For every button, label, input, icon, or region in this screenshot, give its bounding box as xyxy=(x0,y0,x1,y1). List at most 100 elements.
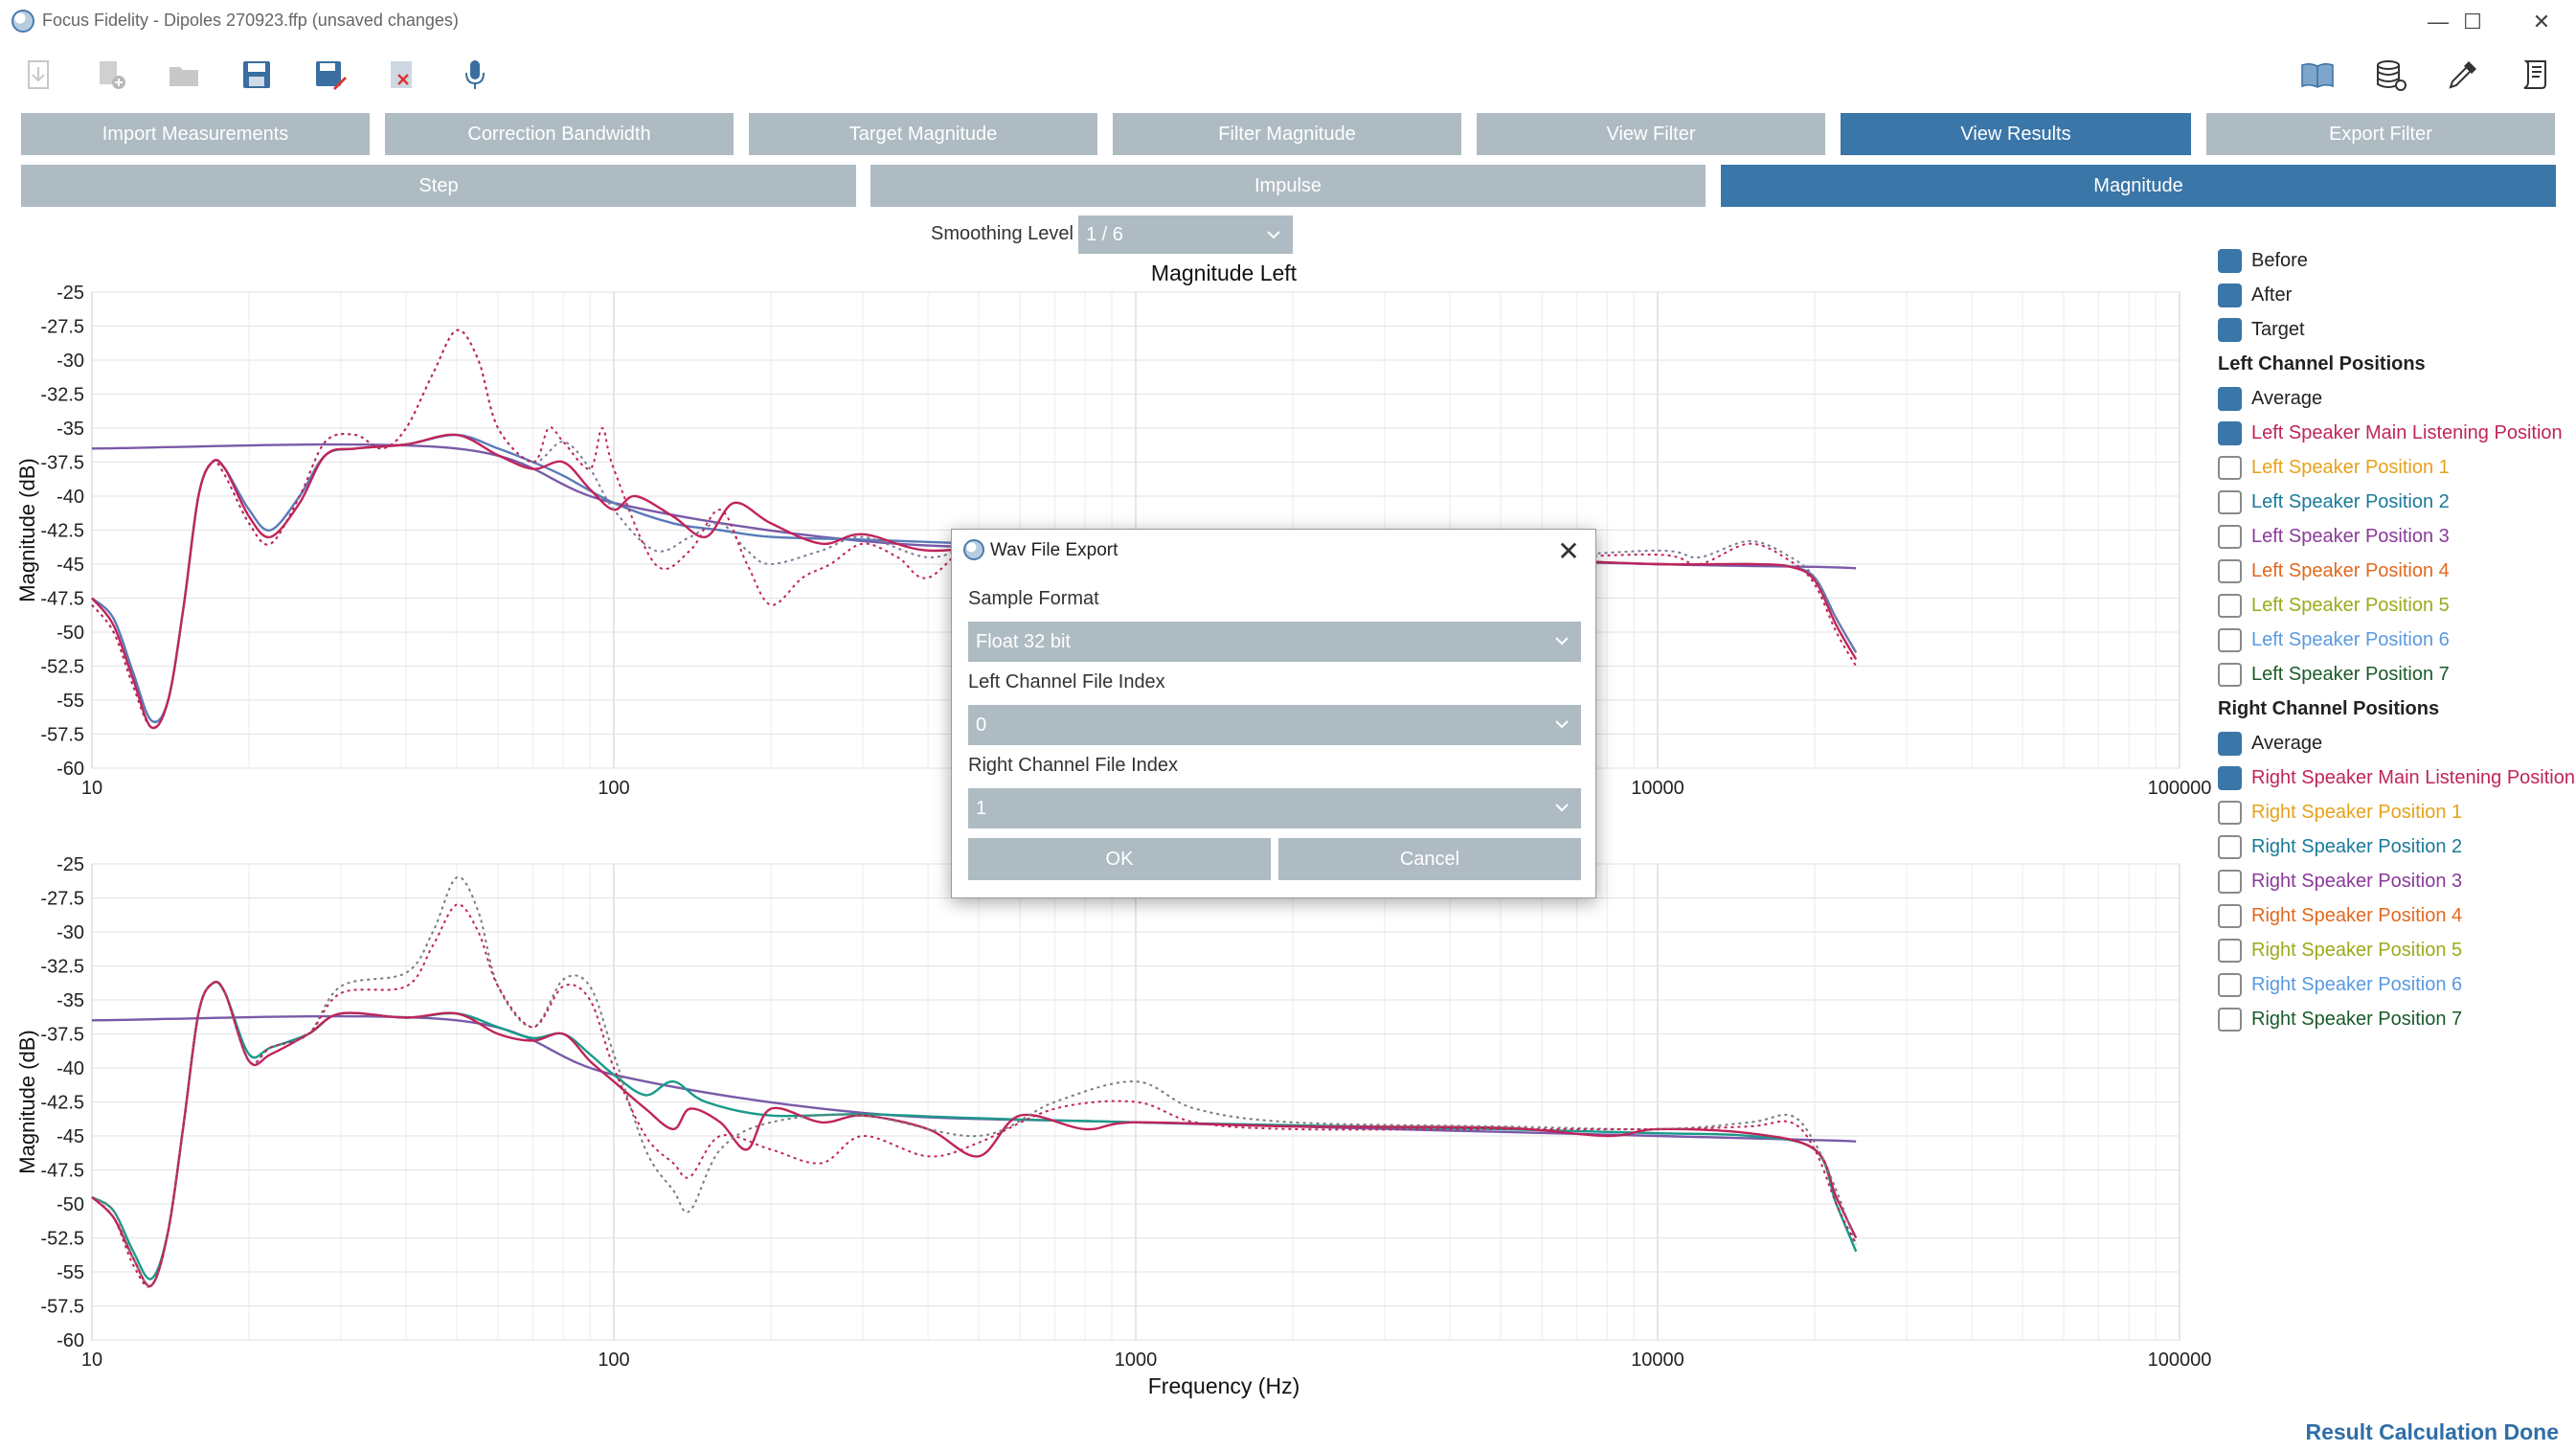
legend-item-right-6[interactable]: Right Speaker Position 5 xyxy=(2218,933,2462,967)
legend-checkbox[interactable] xyxy=(2218,731,2242,756)
maximize-button[interactable]: ☐ xyxy=(2463,10,2482,34)
legend-item-left-2[interactable]: Left Speaker Position 1 xyxy=(2218,450,2450,485)
microphone-icon[interactable] xyxy=(450,52,500,98)
close-button[interactable]: ✕ xyxy=(2532,10,2551,34)
sample-format-select[interactable]: Float 32 bit xyxy=(968,622,1581,662)
minimize-button[interactable]: — xyxy=(2428,10,2449,34)
left-index-select[interactable]: 0 xyxy=(968,705,1581,745)
legend-item-right-3[interactable]: Right Speaker Position 2 xyxy=(2218,829,2462,864)
legend-item-right-0[interactable]: Average xyxy=(2218,726,2322,760)
chart-title: Magnitude Left xyxy=(1151,261,1298,285)
add-document-icon[interactable] xyxy=(86,52,136,98)
legend-item-left-0[interactable]: Average xyxy=(2218,381,2322,416)
legend-item-right-2[interactable]: Right Speaker Position 1 xyxy=(2218,795,2462,829)
save-as-icon[interactable] xyxy=(305,52,354,98)
y-tick-label: -30 xyxy=(56,351,84,372)
legend-checkbox[interactable] xyxy=(2218,248,2242,273)
legend-label: Right Speaker Position 3 xyxy=(2251,870,2463,892)
y-tick-label: -45 xyxy=(56,1126,84,1147)
close-project-icon[interactable] xyxy=(377,52,427,98)
subtab-impulse[interactable]: Impulse xyxy=(870,165,1706,207)
legend-checkbox[interactable] xyxy=(2218,489,2242,514)
legend-item-left-4[interactable]: Left Speaker Position 3 xyxy=(2218,519,2450,554)
x-tick-label: 10 xyxy=(81,1350,102,1371)
tab-import-measurements[interactable]: Import Measurements xyxy=(21,113,370,155)
subtab-step[interactable]: Step xyxy=(21,165,856,207)
tab-view-filter[interactable]: View Filter xyxy=(1477,113,1825,155)
legend-label: Left Speaker Position 4 xyxy=(2251,559,2450,581)
legend-checkbox[interactable] xyxy=(2218,455,2242,480)
legend-checkbox[interactable] xyxy=(2218,765,2242,790)
legend-heading-right: Right Channel Positions xyxy=(2218,697,2440,719)
wav-export-dialog: Wav File Export ✕ Sample Format Float 32… xyxy=(951,529,1596,898)
y-tick-label: -60 xyxy=(56,759,84,780)
legend-item-left-8[interactable]: Left Speaker Position 7 xyxy=(2218,657,2450,692)
legend-checkbox[interactable] xyxy=(2218,317,2242,342)
legend-item-right-1[interactable]: Right Speaker Main Listening Position xyxy=(2218,760,2575,795)
book-icon[interactable] xyxy=(2293,52,2342,98)
legend-item-general-2[interactable]: Target xyxy=(2218,312,2305,347)
y-tick-label: -37.5 xyxy=(40,1025,84,1046)
legend-checkbox[interactable] xyxy=(2218,972,2242,997)
legend-item-left-5[interactable]: Left Speaker Position 4 xyxy=(2218,554,2450,588)
right-index-select[interactable]: 1 xyxy=(968,788,1581,828)
tab-filter-magnitude[interactable]: Filter Magnitude xyxy=(1113,113,1461,155)
legend-checkbox[interactable] xyxy=(2218,903,2242,928)
tab-correction-bandwidth[interactable]: Correction Bandwidth xyxy=(385,113,734,155)
legend-item-right-7[interactable]: Right Speaker Position 6 xyxy=(2218,967,2462,1002)
legend-checkbox[interactable] xyxy=(2218,1007,2242,1032)
legend-label: Average xyxy=(2251,387,2323,409)
script-icon[interactable] xyxy=(2511,52,2561,98)
legend-label: After xyxy=(2251,284,2293,306)
legend-checkbox[interactable] xyxy=(2218,834,2242,859)
legend-label: Average xyxy=(2251,732,2323,754)
download-icon[interactable] xyxy=(13,52,63,98)
pipette-icon[interactable] xyxy=(2438,52,2488,98)
legend-checkbox[interactable] xyxy=(2218,386,2242,411)
legend-item-left-3[interactable]: Left Speaker Position 2 xyxy=(2218,485,2450,519)
legend-checkbox[interactable] xyxy=(2218,662,2242,687)
y-tick-label: -50 xyxy=(56,1194,84,1215)
legend-checkbox[interactable] xyxy=(2218,627,2242,652)
legend-checkbox[interactable] xyxy=(2218,558,2242,583)
left-index-label: Left Channel File Index xyxy=(968,671,1165,692)
x-tick-label: 1000 xyxy=(1115,1350,1158,1371)
legend-checkbox[interactable] xyxy=(2218,800,2242,825)
tab-export-filter[interactable]: Export Filter xyxy=(2206,113,2555,155)
cancel-button[interactable]: Cancel xyxy=(1278,838,1581,880)
left-index-value: 0 xyxy=(976,714,987,736)
legend-checkbox[interactable] xyxy=(2218,938,2242,963)
x-tick-label: 100000 xyxy=(2148,778,2212,799)
subtab-magnitude[interactable]: Magnitude xyxy=(1721,165,2556,207)
y-tick-label: -32.5 xyxy=(40,385,84,406)
chevron-down-icon xyxy=(1555,720,1569,729)
legend-label: Left Speaker Position 7 xyxy=(2251,663,2450,685)
legend-checkbox[interactable] xyxy=(2218,283,2242,307)
open-folder-icon[interactable] xyxy=(159,52,209,98)
smoothing-select[interactable]: 1 / 6 xyxy=(1078,216,1293,254)
legend-item-general-1[interactable]: After xyxy=(2218,278,2292,312)
legend-label: Right Speaker Position 4 xyxy=(2251,904,2463,926)
legend-item-right-8[interactable]: Right Speaker Position 7 xyxy=(2218,1002,2462,1036)
tab-view-results[interactable]: View Results xyxy=(1841,113,2191,155)
legend-item-left-7[interactable]: Left Speaker Position 6 xyxy=(2218,623,2450,657)
y-tick-label: -55 xyxy=(56,691,84,712)
legend-checkbox[interactable] xyxy=(2218,420,2242,445)
legend-item-right-5[interactable]: Right Speaker Position 4 xyxy=(2218,898,2462,933)
legend-label: Right Speaker Position 5 xyxy=(2251,939,2463,961)
chevron-down-icon xyxy=(1555,804,1569,812)
legend-checkbox[interactable] xyxy=(2218,869,2242,894)
x-tick-label: 10 xyxy=(81,778,102,799)
ok-button[interactable]: OK xyxy=(968,838,1271,880)
legend-checkbox[interactable] xyxy=(2218,593,2242,618)
tab-target-magnitude[interactable]: Target Magnitude xyxy=(749,113,1097,155)
dialog-logo-icon xyxy=(963,539,984,560)
save-icon[interactable] xyxy=(232,52,282,98)
legend-item-right-4[interactable]: Right Speaker Position 3 xyxy=(2218,864,2462,898)
database-icon[interactable] xyxy=(2365,52,2415,98)
legend-item-general-0[interactable]: Before xyxy=(2218,243,2308,278)
legend-checkbox[interactable] xyxy=(2218,524,2242,549)
dialog-close-icon[interactable]: ✕ xyxy=(1557,535,1580,566)
legend-item-left-1[interactable]: Left Speaker Main Listening Position xyxy=(2218,416,2563,450)
legend-item-left-6[interactable]: Left Speaker Position 5 xyxy=(2218,588,2450,623)
